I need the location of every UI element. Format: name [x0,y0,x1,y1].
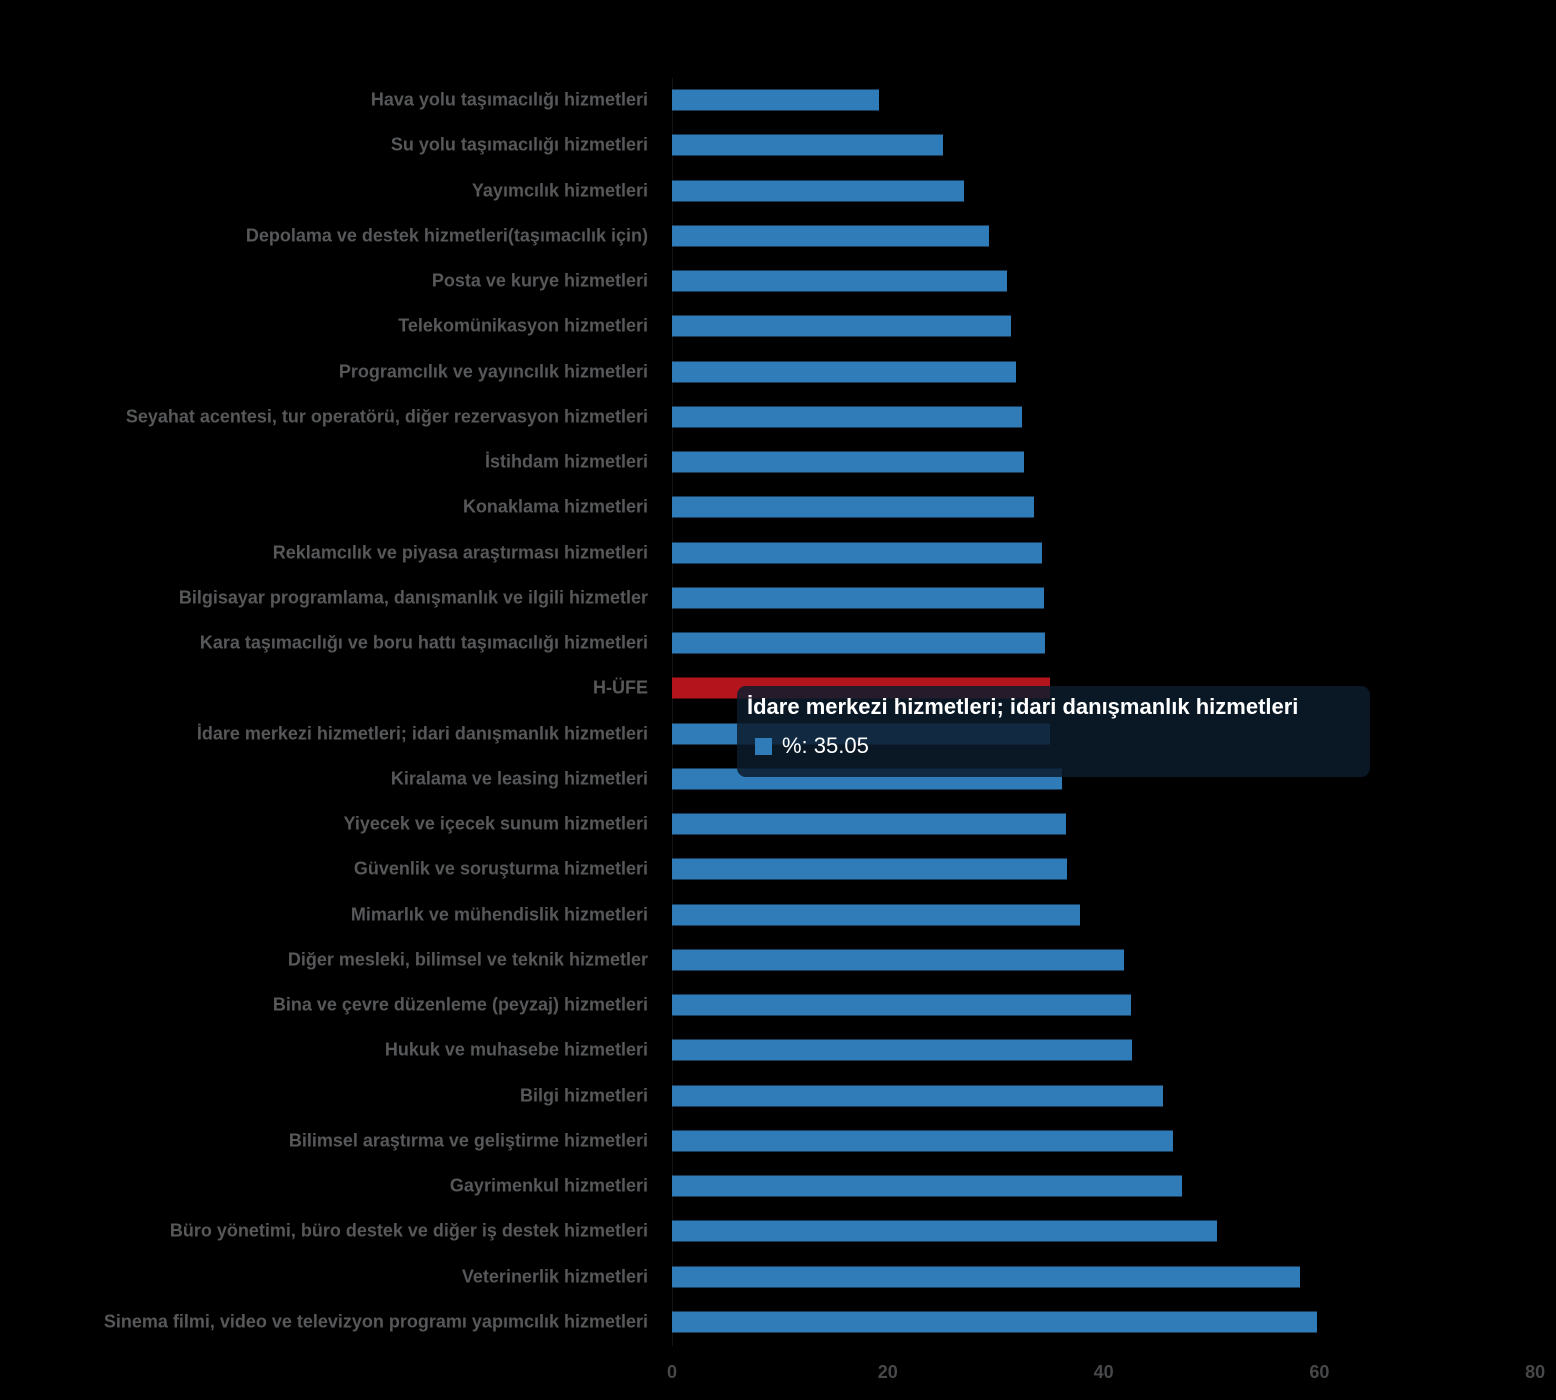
chart-row: Bina ve çevre düzenleme (peyzaj) hizmetl… [0,983,1556,1028]
category-label: Bilgisayar programlama, danışmanlık ve i… [178,587,648,608]
bar[interactable] [672,542,1043,563]
chart-row: Büro yönetimi, büro destek ve diğer iş d… [0,1209,1556,1254]
tooltip-title: İdare merkezi hizmetleri; idari danışman… [747,694,1299,719]
category-label: İstihdam hizmetleri [484,451,648,472]
bar[interactable] [672,858,1067,880]
x-tick-label: 60 [1309,1362,1330,1382]
category-label: Depolama ve destek hizmetleri(taşımacılı… [245,225,648,246]
chart-row: Reklamcılık ve piyasa araştırması hizmet… [0,530,1556,575]
chart-row: Yayımcılık hizmetleri [0,168,1556,213]
category-label: Sinema filmi, video ve televizyon progra… [103,1311,648,1332]
category-label: Bilgi hizmetleri [519,1085,648,1105]
category-label: Yayımcılık hizmetleri [471,180,648,200]
chart-row: Hukuk ve muhasebe hizmetleri [0,1028,1556,1073]
chart-row: Posta ve kurye hizmetleri [0,259,1556,304]
chart-row: Programcılık ve yayıncılık hizmetleri [0,349,1556,394]
chart-row: Bilgisayar programlama, danışmanlık ve i… [0,575,1556,620]
category-label: Telekomünikasyon hizmetleri [398,315,648,336]
category-label: Bilimsel araştırma ve geliştirme hizmetl… [288,1130,648,1151]
bar[interactable] [672,1266,1300,1287]
tooltip: İdare merkezi hizmetleri; idari danışman… [737,686,1370,777]
chart-row: Seyahat acentesi, tur operatörü, diğer r… [0,394,1556,439]
category-label: Seyahat acentesi, tur operatörü, diğer r… [125,406,648,427]
bar[interactable] [672,89,880,111]
bar[interactable] [672,949,1125,971]
x-tick-label: 40 [1093,1362,1114,1382]
x-tick-label: 0 [666,1362,677,1382]
bar[interactable] [672,1085,1163,1106]
bar[interactable] [672,904,1080,925]
bar[interactable] [672,270,1007,292]
chart-row: Hava yolu taşımacılığı hizmetleri [0,78,1556,123]
chart-row: Gayrimenkul hizmetleri [0,1164,1556,1209]
category-label: Yiyecek ve içecek sunum hizmetleri [343,813,649,834]
chart-row: Depolama ve destek hizmetleri(taşımacılı… [0,213,1556,258]
bar[interactable] [672,587,1045,609]
bar[interactable] [672,315,1011,337]
category-label: Programcılık ve yayıncılık hizmetleri [338,361,648,381]
chart-row: Su yolu taşımacılığı hizmetleri [0,123,1556,168]
chart-row: Diğer mesleki, bilimsel ve teknik hizmet… [0,937,1556,982]
category-label: Büro yönetimi, büro destek ve diğer iş d… [169,1220,648,1241]
category-label: Diğer mesleki, bilimsel ve teknik hizmet… [287,949,648,970]
tooltip-value: %: 35.05 [782,733,869,758]
bar[interactable] [672,496,1034,518]
category-label: Gayrimenkul hizmetleri [449,1175,648,1196]
bar[interactable] [672,632,1046,654]
chart-row: Güvenlik ve soruşturma hizmetleri [0,847,1556,892]
category-label: Hava yolu taşımacılığı hizmetleri [370,89,648,110]
chart-row: Bilgi hizmetleri [0,1073,1556,1118]
category-label: Kara taşımacılığı ve boru hattı taşımacı… [199,632,648,653]
chart-row: Kara taşımacılığı ve boru hattı taşımacı… [0,621,1556,666]
series-marker-icon [755,737,772,755]
chart-row: Mimarlık ve mühendislik hizmetleri [0,892,1556,937]
x-tick-label: 80 [1525,1362,1546,1382]
bar[interactable] [672,994,1131,1016]
category-label: Bina ve çevre düzenleme (peyzaj) hizmetl… [272,994,648,1015]
category-label: Hukuk ve muhasebe hizmetleri [384,1039,648,1060]
bar[interactable] [672,225,990,247]
category-label: Reklamcılık ve piyasa araştırması hizmet… [272,542,648,562]
chart-row: Sinema filmi, video ve televizyon progra… [0,1299,1556,1344]
bar[interactable] [672,1039,1132,1061]
category-label: Güvenlik ve soruşturma hizmetleri [353,858,648,879]
category-label: Kiralama ve leasing hizmetleri [390,768,648,789]
chart-row: Konaklama hizmetleri [0,485,1556,530]
bar[interactable] [672,1130,1173,1152]
category-label: H-ÜFE [593,677,648,698]
bar[interactable] [672,813,1066,835]
bar[interactable] [672,1175,1183,1197]
chart-row: Yiyecek ve içecek sunum hizmetleri [0,802,1556,847]
category-label: Mimarlık ve mühendislik hizmetleri [350,904,648,924]
bar[interactable] [672,134,943,156]
category-label: Posta ve kurye hizmetleri [431,270,648,291]
bar[interactable] [672,1311,1318,1333]
category-label: Su yolu taşımacılığı hizmetleri [390,134,648,155]
category-label: Veterinerlik hizmetleri [461,1266,648,1286]
chart-row: Telekomünikasyon hizmetleri [0,304,1556,349]
chart-row: İstihdam hizmetleri [0,440,1556,485]
bar[interactable] [672,406,1022,428]
chart-row: Bilimsel araştırma ve geliştirme hizmetl… [0,1118,1556,1163]
x-tick-label: 20 [877,1362,898,1382]
category-label: İdare merkezi hizmetleri; idari danışman… [196,723,648,743]
tooltip-value-row: %: 35.05 [747,734,1358,758]
category-label: Konaklama hizmetleri [462,496,648,517]
bar[interactable] [672,1220,1217,1242]
chart-row: Veterinerlik hizmetleri [0,1254,1556,1299]
y-axis-line [672,78,673,1346]
bar[interactable] [672,180,965,201]
bar[interactable] [672,361,1017,382]
bar[interactable] [672,451,1024,473]
